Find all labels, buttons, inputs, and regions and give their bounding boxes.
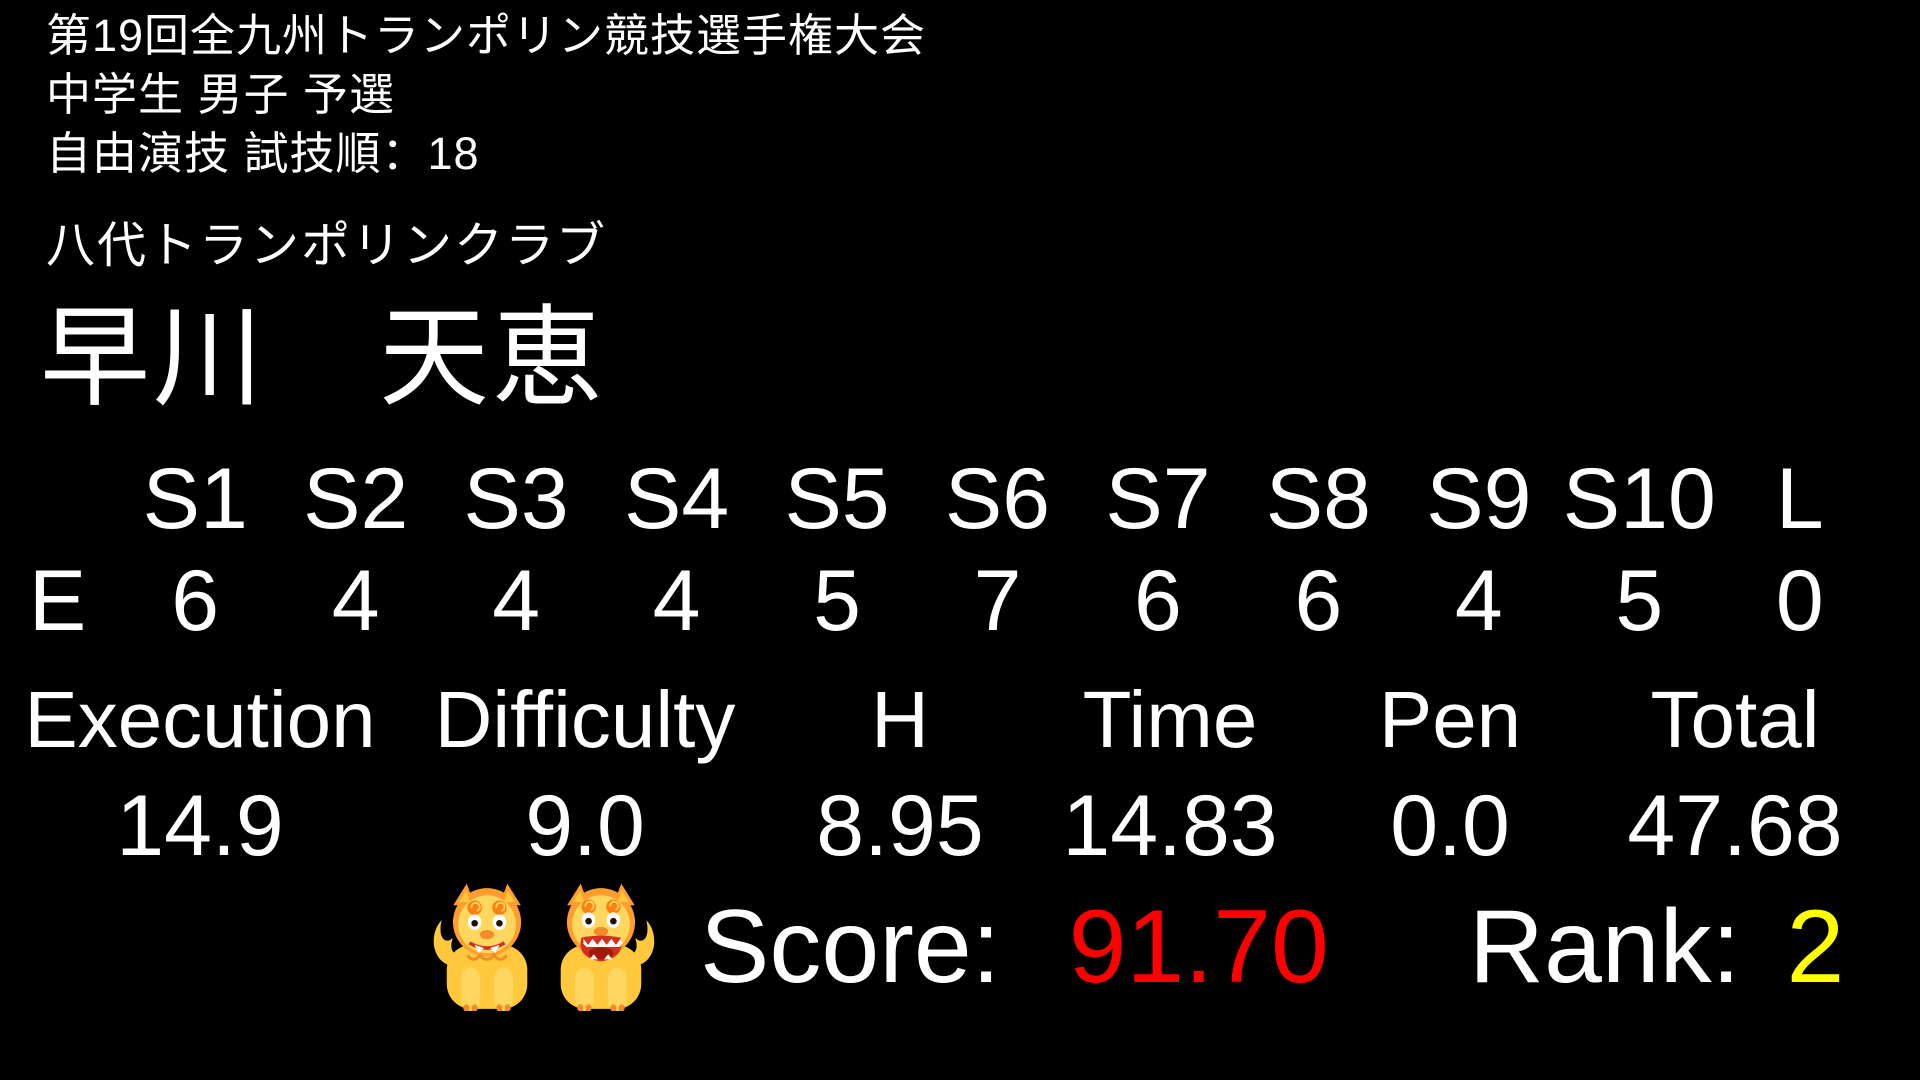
skills-value-cell: 7 [973,553,1022,649]
skills-header-cell: S5 [784,451,890,547]
skills-header-cell: S3 [463,451,569,547]
skills-corner-cell [0,448,115,550]
skills-table: S1 S2 S3 S4 S5 S6 S7 S8 S9 S10 L E 6 4 4… [0,448,1880,652]
summary-value-cell: 47.68 [1627,778,1843,874]
skills-value-cell: 6 [1294,553,1343,649]
skills-value-cell: 4 [331,553,380,649]
skills-value-cell: 0 [1775,553,1824,649]
shisa-closed-mouth-icon [428,883,544,1011]
skills-value-cell: 6 [1134,553,1182,649]
skills-value-cell: 4 [492,553,541,649]
summary-label-cell: Time [1082,675,1258,764]
skills-header-cell: L [1775,451,1824,547]
summary-label-cell: Difficulty [434,675,736,764]
summary-table: Execution Difficulty H Time Pen Total 14… [0,668,1880,880]
summary-label-cell: Total [1650,675,1820,764]
score-label: Score: [700,889,1001,1005]
summary-value-cell: 9.0 [525,778,645,874]
skills-header-cell: S7 [1105,451,1211,547]
skills-header-cell: S6 [944,451,1051,547]
summary-label-cell: Execution [24,675,376,764]
skills-header-cell: S10 [1562,451,1716,547]
skills-header-cell: S2 [303,451,409,547]
skills-header-cell: S4 [623,451,730,547]
skills-value-cell: 4 [1454,553,1503,649]
skills-header-cell: S8 [1265,451,1371,547]
skills-row-label: E [28,553,87,649]
event-category: 中学生 男子 予選 [46,69,396,120]
routine-and-order: 自由演技 試技順：18 [46,128,480,179]
shisa-pair [428,883,660,1011]
skills-header-cell: S9 [1426,451,1532,547]
summary-label-cell: Pen [1378,675,1522,764]
summary-value-cell: 8.95 [816,778,984,874]
skills-header-cell: S1 [142,451,248,547]
event-header: 第19回全九州トランポリン競技選手権大会 中学生 男子 予選 自由演技 試技順：… [46,6,926,183]
rank-value: 2 [1786,889,1845,1005]
rank-label: Rank: [1468,889,1741,1005]
athlete-name: 早川 天恵 [40,297,605,420]
skills-value-cell: 4 [652,553,701,649]
result-row: Score: 91.70 Rank: 2 [428,882,1844,1012]
summary-label-cell: H [871,675,929,764]
summary-value-cell: 14.9 [116,778,284,874]
club-name: 八代トランポリンクラブ [46,219,608,273]
score-value: 91.70 [1068,889,1329,1005]
summary-value-cell: 14.83 [1062,778,1278,874]
summary-value-cell: 0.0 [1390,778,1510,874]
skills-value-cell: 6 [171,553,220,649]
event-title: 第19回全九州トランポリン競技選手権大会 [46,10,927,61]
shisa-open-mouth-icon [544,883,660,1011]
skills-value-cell: 5 [1615,553,1664,649]
skills-value-cell: 5 [813,553,861,649]
